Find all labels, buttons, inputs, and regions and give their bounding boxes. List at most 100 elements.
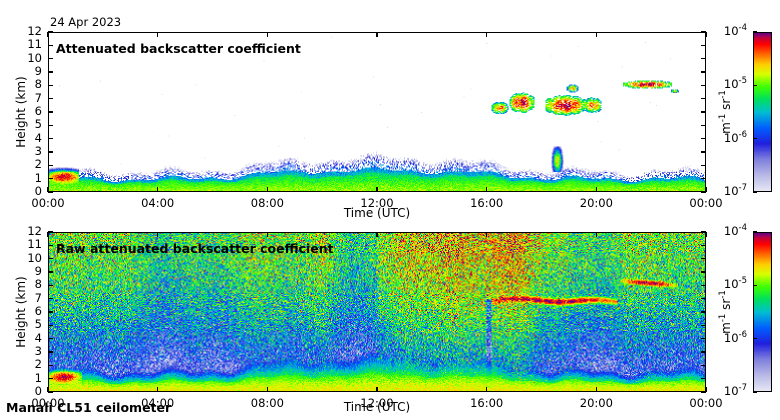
colorbar-tick-label-1-3: 10-7 bbox=[723, 383, 747, 398]
heatmap-attenuated-backscatter bbox=[49, 33, 705, 191]
y-tick-mark-right-0-3 bbox=[701, 151, 706, 153]
y-tick-mark-right-1-3 bbox=[701, 351, 706, 353]
heatmap-raw-attenuated-backscatter bbox=[49, 233, 705, 391]
colorbar-tick-label-0-0: 10-4 bbox=[723, 23, 747, 38]
colorbar-tick-label-0-1: 10-5 bbox=[723, 76, 747, 92]
x-tick-label-0-6: 00:00 bbox=[689, 196, 723, 210]
y-tick-mark-right-1-6 bbox=[701, 311, 706, 313]
x-tick-label-1-1: 04:00 bbox=[141, 396, 175, 410]
y-tick-mark-0-12 bbox=[48, 31, 53, 33]
y-tick-label-0-9: 9 bbox=[34, 64, 42, 78]
cbar-unit-sr-exp-2: -1 bbox=[718, 290, 728, 299]
cbar-unit-m-exp: -1 bbox=[718, 113, 728, 123]
y-tick-mark-right-0-6 bbox=[701, 111, 706, 113]
y-tick-mark-0-8 bbox=[48, 84, 53, 86]
y-tick-mark-1-4 bbox=[48, 338, 53, 340]
y-tick-label-1-3: 3 bbox=[34, 344, 42, 358]
x-tick-mark-top-1-3 bbox=[376, 232, 378, 237]
y-tick-label-1-1: 1 bbox=[34, 370, 42, 385]
y-tick-mark-1-1 bbox=[48, 378, 53, 380]
y-tick-mark-right-0-8 bbox=[701, 84, 706, 86]
y-tick-mark-right-0-1 bbox=[701, 178, 706, 180]
y-tick-mark-1-5 bbox=[48, 324, 53, 326]
x-tick-mark-0-1 bbox=[157, 187, 159, 192]
y-tick-mark-right-0-12 bbox=[701, 31, 706, 33]
y-tick-label-1-11: 11 bbox=[27, 237, 42, 252]
y-tick-label-0-6: 6 bbox=[34, 104, 42, 118]
colorbar-tick-label-1-0: 10-4 bbox=[723, 223, 747, 238]
y-tick-mark-0-7 bbox=[48, 98, 53, 100]
y-tick-label-1-9: 9 bbox=[34, 264, 42, 278]
y-tick-label-0-11: 11 bbox=[27, 37, 42, 52]
x-tick-mark-1-6 bbox=[705, 387, 707, 392]
x-tick-mark-top-0-1 bbox=[157, 32, 159, 37]
y-tick-label-0-2: 2 bbox=[34, 157, 42, 172]
y-tick-mark-1-11 bbox=[48, 244, 53, 246]
colorbar-unit-bottom: m-1 sr-1 bbox=[718, 252, 733, 372]
colorbar-gradient-top bbox=[754, 33, 771, 191]
colorbar-tick-mark-1-0 bbox=[753, 231, 757, 233]
y-tick-mark-0-4 bbox=[48, 138, 53, 140]
y-tick-label-0-4: 4 bbox=[34, 130, 42, 145]
x-tick-mark-1-1 bbox=[157, 387, 159, 392]
colorbar-tick-label-1-1: 10-5 bbox=[723, 276, 747, 292]
x-tick-mark-top-0-2 bbox=[266, 32, 268, 37]
y-tick-mark-1-3 bbox=[48, 351, 53, 353]
y-tick-mark-right-1-1 bbox=[701, 378, 706, 380]
y-tick-mark-right-1-11 bbox=[701, 244, 706, 246]
colorbar-top bbox=[753, 32, 772, 192]
cbar-unit-m-exp-2: -1 bbox=[718, 313, 728, 323]
x-tick-label-1-2: 08:00 bbox=[250, 396, 284, 410]
y-tick-mark-right-1-2 bbox=[701, 364, 706, 366]
y-tick-mark-right-0-2 bbox=[701, 164, 706, 166]
x-tick-mark-top-1-1 bbox=[157, 232, 159, 237]
date-label: 24 Apr 2023 bbox=[50, 15, 122, 29]
x-tick-mark-0-3 bbox=[376, 187, 378, 192]
instrument-label: Manali CL51 ceilometer bbox=[6, 400, 172, 415]
y-tick-mark-0-5 bbox=[48, 124, 53, 126]
cbar-unit-sr-exp: -1 bbox=[718, 90, 728, 99]
x-tick-mark-top-0-4 bbox=[486, 32, 488, 37]
x-tick-label-1-5: 20:00 bbox=[579, 396, 613, 410]
x-tick-label-1-3: 12:00 bbox=[360, 396, 394, 410]
colorbar-tick-mark-0-2 bbox=[753, 138, 757, 140]
panel-raw-attenuated-backscatter bbox=[48, 232, 706, 392]
y-tick-label-1-12: 12 bbox=[27, 224, 42, 238]
y-tick-mark-right-1-9 bbox=[701, 271, 706, 273]
x-tick-label-0-5: 20:00 bbox=[579, 196, 613, 210]
y-tick-mark-right-0-5 bbox=[701, 124, 706, 126]
y-tick-mark-1-8 bbox=[48, 284, 53, 286]
y-tick-mark-0-2 bbox=[48, 164, 53, 166]
y-tick-mark-right-0-7 bbox=[701, 98, 706, 100]
y-tick-mark-right-1-8 bbox=[701, 284, 706, 286]
y-tick-mark-right-0-11 bbox=[701, 44, 706, 46]
y-tick-label-1-4: 4 bbox=[34, 330, 42, 345]
y-tick-label-0-12: 12 bbox=[27, 24, 42, 38]
colorbar-gradient-bottom bbox=[754, 233, 771, 391]
colorbar-tick-mark-1-2 bbox=[753, 338, 757, 340]
x-tick-mark-top-0-5 bbox=[595, 32, 597, 37]
x-tick-label-1-0: 00:00 bbox=[31, 396, 65, 410]
x-tick-mark-top-1-2 bbox=[266, 232, 268, 237]
x-tick-label-0-0: 00:00 bbox=[31, 196, 65, 210]
y-tick-mark-right-1-10 bbox=[701, 258, 706, 260]
x-tick-mark-top-1-0 bbox=[47, 232, 49, 237]
y-tick-mark-right-0-4 bbox=[701, 138, 706, 140]
y-tick-mark-0-0 bbox=[48, 191, 53, 193]
x-tick-mark-0-4 bbox=[486, 187, 488, 192]
y-tick-mark-right-1-5 bbox=[701, 324, 706, 326]
y-tick-mark-right-1-12 bbox=[701, 231, 706, 233]
y-tick-label-0-1: 1 bbox=[34, 170, 42, 185]
y-tick-mark-1-10 bbox=[48, 258, 53, 260]
y-tick-mark-1-9 bbox=[48, 271, 53, 273]
y-tick-mark-right-0-9 bbox=[701, 71, 706, 73]
x-tick-mark-0-5 bbox=[595, 187, 597, 192]
y-tick-label-1-8: 8 bbox=[34, 277, 42, 292]
y-tick-mark-right-1-7 bbox=[701, 298, 706, 300]
y-tick-label-0-3: 3 bbox=[34, 144, 42, 158]
x-tick-mark-top-1-4 bbox=[486, 232, 488, 237]
x-tick-mark-0-2 bbox=[266, 187, 268, 192]
x-tick-label-1-6: 00:00 bbox=[689, 396, 723, 410]
y-tick-label-0-5: 5 bbox=[34, 117, 42, 132]
